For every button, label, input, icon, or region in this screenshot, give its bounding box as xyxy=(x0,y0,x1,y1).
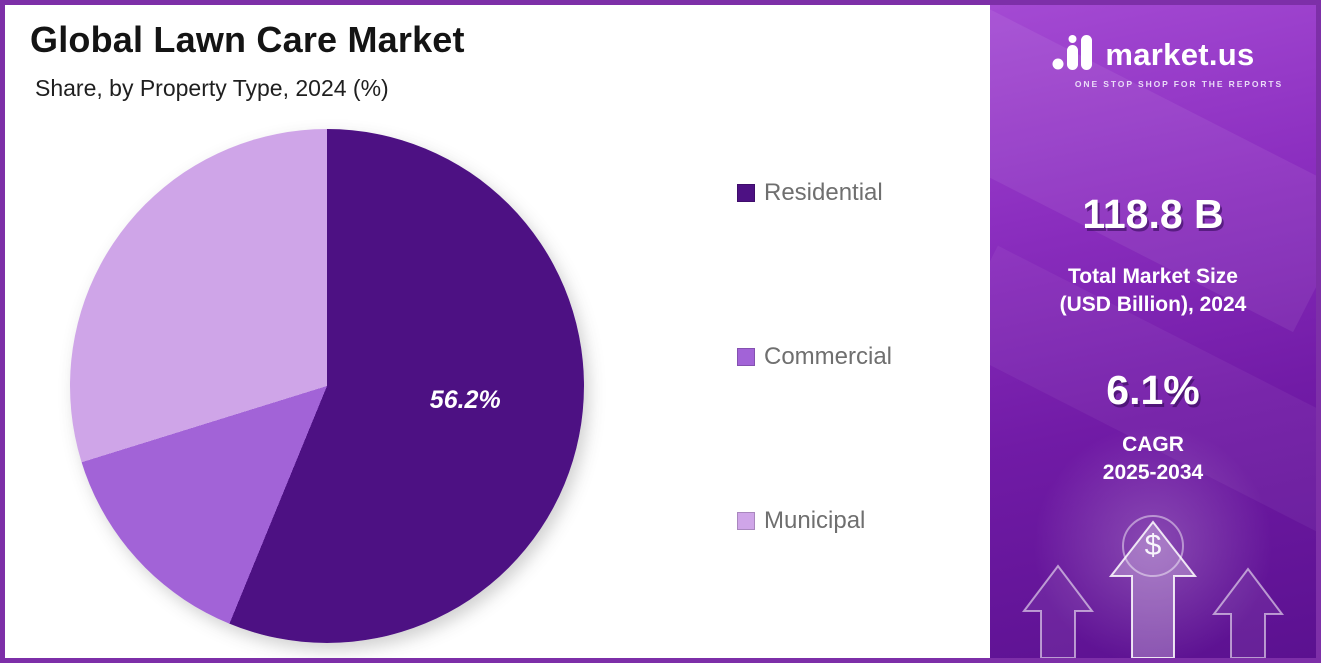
legend-label: Residential xyxy=(764,179,883,206)
market-size-label-line1: Total Market Size xyxy=(1068,265,1238,288)
chart-subtitle: Share, by Property Type, 2024 (%) xyxy=(35,75,389,101)
brand-name: market.us xyxy=(1105,36,1255,72)
legend-swatch xyxy=(737,348,755,366)
market-size-label: Total Market Size (USD Billion), 2024 xyxy=(990,263,1316,319)
legend-item-residential: Residential xyxy=(737,179,883,207)
cagr-label-line2: 2025-2034 xyxy=(1102,461,1204,484)
chart-area: Global Lawn Care Market Share, by Proper… xyxy=(5,5,990,658)
chart-title: Global Lawn Care Market xyxy=(30,19,465,60)
cagr-label: CAGR 2025-2034 xyxy=(990,431,1316,487)
pie-data-label: 56.2% xyxy=(429,386,501,414)
pie-chart: 56.2% xyxy=(70,129,584,643)
legend-label: Municipal xyxy=(764,507,866,534)
growth-arrows-icon xyxy=(1021,520,1285,658)
legend-label: Commercial xyxy=(764,343,893,370)
legend-item-municipal: Municipal xyxy=(737,507,865,535)
legend-swatch xyxy=(737,184,755,202)
market-size-value: 118.8 B xyxy=(1082,191,1224,237)
market-size-label-line2: (USD Billion), 2024 xyxy=(1059,293,1247,316)
dollar-sign: $ xyxy=(1145,529,1162,563)
legend-item-commercial: Commercial xyxy=(737,343,892,371)
cagr-label-line1: CAGR xyxy=(1122,433,1184,456)
brand-tagline: ONE STOP SHOP FOR THE REPORTS xyxy=(1074,79,1284,89)
brand-panel: market.us ONE STOP SHOP FOR THE REPORTS … xyxy=(990,5,1316,658)
cagr-value: 6.1% xyxy=(1106,367,1200,413)
dollar-coin: $ xyxy=(1122,515,1184,577)
brand-logo: market.us ONE STOP SHOP FOR THE REPORTS xyxy=(990,33,1316,89)
legend-swatch xyxy=(737,512,755,530)
marketus-logo-icon xyxy=(1051,33,1095,76)
